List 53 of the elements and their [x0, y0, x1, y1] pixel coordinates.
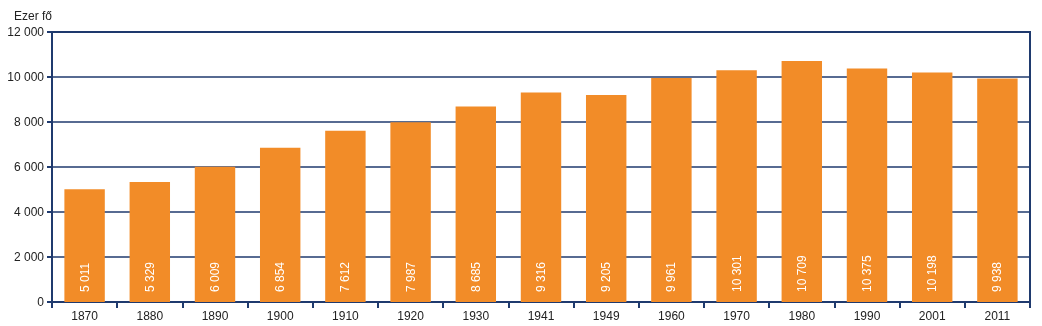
- x-tick-label: 1980: [788, 309, 816, 323]
- bar: [129, 182, 171, 302]
- x-tick-label: 1890: [201, 309, 229, 323]
- bar: [64, 189, 105, 302]
- x-tick-label: 1990: [853, 309, 881, 323]
- bar: [520, 92, 562, 302]
- y-tick-label: 12 000: [7, 25, 45, 39]
- y-tick-label: 4 000: [13, 205, 45, 219]
- data-label: 7 612: [338, 261, 353, 292]
- bar: [390, 122, 431, 302]
- y-tick-label: 0: [37, 295, 45, 309]
- bar: [455, 106, 497, 302]
- data-label: 6 009: [208, 261, 222, 292]
- y-tick-label: 8 000: [13, 115, 45, 129]
- data-label: 10 709: [794, 254, 809, 292]
- bar: [194, 166, 236, 302]
- y-axis-title: Ezer fő: [13, 9, 53, 23]
- y-tick-label: 2 000: [13, 250, 45, 264]
- x-tick-label: 1960: [658, 309, 686, 323]
- bar: [977, 78, 1018, 302]
- data-label: 6 854: [273, 261, 288, 292]
- x-tick-label: 1920: [397, 309, 425, 323]
- data-label: 10 198: [925, 254, 940, 292]
- x-tick-label: 1910: [332, 309, 360, 323]
- x-tick-label: 1930: [462, 309, 490, 323]
- x-tick-label: 1949: [592, 309, 620, 323]
- x-tick-label: 1870: [71, 309, 99, 323]
- bar: [846, 68, 888, 302]
- data-label: 10 301: [729, 254, 744, 292]
- bar: [716, 70, 757, 302]
- bar: [585, 94, 627, 302]
- bar: [911, 72, 953, 302]
- data-label: 5 329: [142, 261, 157, 292]
- bar: [325, 130, 366, 302]
- y-tick-label: 10 000: [7, 70, 45, 84]
- data-label: 9 205: [599, 261, 614, 292]
- data-label: 8 685: [468, 261, 483, 292]
- x-tick-label: 1941: [527, 309, 555, 323]
- bar: [259, 147, 301, 302]
- x-tick-label: 1900: [266, 309, 294, 323]
- data-label: 5 011: [77, 262, 92, 292]
- data-label: 9 938: [990, 261, 1005, 292]
- x-tick-label: 1880: [136, 309, 164, 323]
- data-label: 10 375: [860, 254, 874, 292]
- y-tick-label: 6 000: [13, 160, 45, 174]
- data-label: 9 961: [664, 261, 679, 292]
- data-label: 9 316: [534, 261, 548, 292]
- bar: [651, 77, 692, 302]
- x-tick-label: 2011: [984, 309, 1011, 323]
- bar: [781, 61, 823, 302]
- x-tick-label: 1970: [723, 309, 751, 323]
- x-tick-label: 2001: [918, 309, 946, 323]
- data-label: 7 987: [403, 261, 418, 292]
